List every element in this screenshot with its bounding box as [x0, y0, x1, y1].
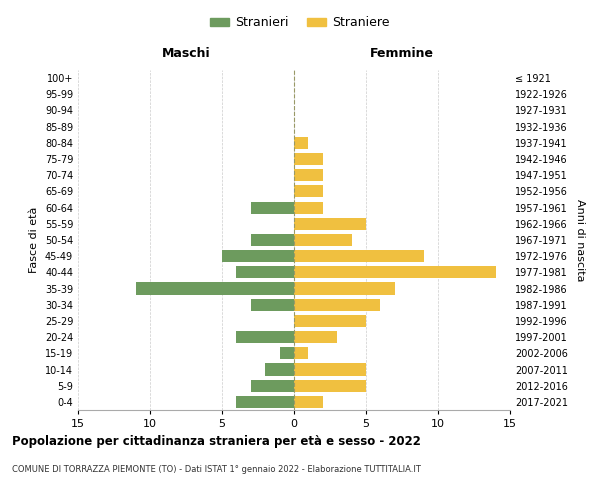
Bar — [236, 331, 294, 343]
Bar — [294, 218, 366, 230]
Bar — [222, 250, 294, 262]
Bar — [294, 250, 424, 262]
Bar — [294, 137, 308, 149]
Bar — [251, 202, 294, 213]
Bar — [265, 364, 294, 376]
Text: COMUNE DI TORRAZZA PIEMONTE (TO) - Dati ISTAT 1° gennaio 2022 - Elaborazione TUT: COMUNE DI TORRAZZA PIEMONTE (TO) - Dati … — [12, 465, 421, 474]
Bar — [294, 396, 323, 408]
Bar — [294, 348, 308, 360]
Bar — [294, 202, 323, 213]
Y-axis label: Fasce di età: Fasce di età — [29, 207, 39, 273]
Bar — [294, 331, 337, 343]
Bar — [294, 169, 323, 181]
Bar — [294, 153, 323, 165]
Bar — [236, 396, 294, 408]
Legend: Stranieri, Straniere: Stranieri, Straniere — [205, 11, 395, 34]
Bar — [136, 282, 294, 294]
Text: Femmine: Femmine — [370, 48, 434, 60]
Y-axis label: Anni di nascita: Anni di nascita — [575, 198, 585, 281]
Bar — [294, 380, 366, 392]
Bar — [294, 315, 366, 327]
Text: Popolazione per cittadinanza straniera per età e sesso - 2022: Popolazione per cittadinanza straniera p… — [12, 435, 421, 448]
Bar — [294, 266, 496, 278]
Bar — [294, 234, 352, 246]
Bar — [251, 234, 294, 246]
Text: Maschi: Maschi — [161, 48, 211, 60]
Bar — [251, 380, 294, 392]
Bar — [280, 348, 294, 360]
Bar — [236, 266, 294, 278]
Bar — [294, 298, 380, 311]
Bar — [294, 364, 366, 376]
Bar — [251, 298, 294, 311]
Bar — [294, 186, 323, 198]
Bar — [294, 282, 395, 294]
